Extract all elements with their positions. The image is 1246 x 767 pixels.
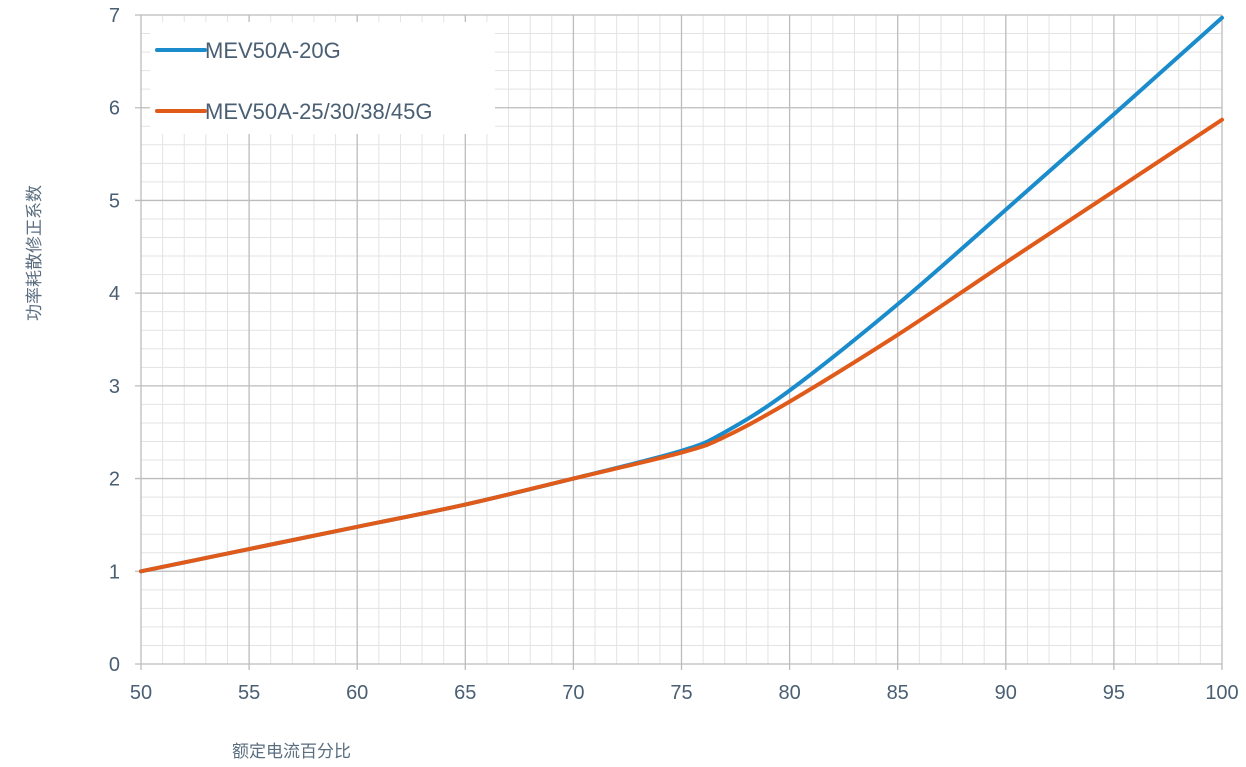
- x-tick-label: 100: [1205, 682, 1238, 704]
- x-tick-label: 55: [238, 682, 260, 704]
- x-tick-labels: 50 55 60 65 70 75 80 85 90 95 100: [130, 682, 1239, 704]
- x-tick-label: 60: [346, 682, 368, 704]
- y-tick-label: 4: [109, 283, 120, 305]
- y-tick-label: 2: [109, 469, 120, 491]
- y-tick-label: 1: [109, 561, 120, 583]
- y-tick-label: 0: [109, 654, 120, 676]
- x-tick-label: 75: [670, 682, 692, 704]
- x-tick-label: 70: [562, 682, 584, 704]
- x-tick-label: 50: [130, 682, 152, 704]
- y-tick-label: 6: [109, 98, 120, 120]
- y-tick-label: 3: [109, 376, 120, 398]
- x-tick-label: 90: [995, 682, 1017, 704]
- legend: MEV50A-20G MEV50A-25/30/38/45G: [150, 22, 495, 134]
- y-tick-label: 5: [109, 190, 120, 212]
- y-tick-label: 7: [109, 5, 120, 27]
- legend-label-mev50a-20g: MEV50A-20G: [205, 38, 341, 63]
- legend-background: [150, 22, 495, 134]
- series-line-1: [139, 117, 1224, 574]
- x-axis-title: 额定电流百分比: [232, 742, 351, 762]
- x-tick-label: 65: [454, 682, 476, 704]
- y-tick-labels: 0 1 2 3 4 5 6 7: [109, 5, 120, 676]
- series-lines: [139, 15, 1224, 574]
- x-tick-label: 85: [887, 682, 909, 704]
- legend-label-mev50a-25-30-38-45g: MEV50A-25/30/38/45G: [205, 99, 432, 124]
- x-tick-label: 80: [778, 682, 800, 704]
- y-axis-title: 功率耗散修正系数: [25, 185, 45, 321]
- x-tick-label: 95: [1103, 682, 1125, 704]
